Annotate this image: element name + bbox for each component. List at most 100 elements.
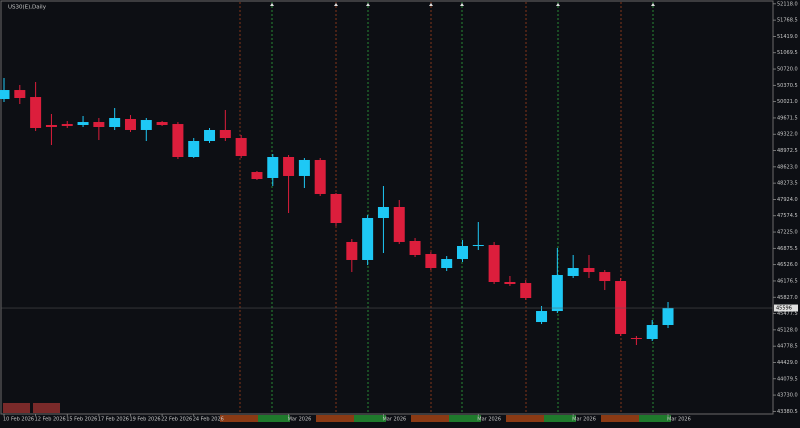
candle-body	[567, 268, 579, 276]
candle-body	[393, 207, 405, 242]
candle-body	[472, 245, 484, 247]
event-arrow	[334, 3, 338, 6]
x-tick-label: 17 Feb 2026	[98, 417, 129, 423]
candle-body	[109, 118, 121, 128]
candle-body	[520, 283, 532, 298]
y-tick-label: 50720.0	[777, 67, 798, 73]
event-time-label	[258, 415, 290, 422]
event-arrow	[429, 3, 433, 6]
candle-body	[314, 159, 326, 194]
y-tick-label: 45827.0	[777, 295, 798, 301]
x-tick-label: 22 Feb 2026	[161, 417, 192, 423]
candle-body	[267, 156, 279, 178]
candle-body	[662, 308, 674, 326]
event-arrow	[366, 3, 370, 6]
candle-body	[441, 259, 453, 269]
y-tick-label: 43730.0	[777, 393, 798, 399]
y-tick-label: 49671.5	[777, 115, 798, 121]
x-tick-label: 24 Feb 2026	[193, 417, 224, 423]
y-tick-label: 46176.5	[777, 278, 798, 284]
current-price-box	[774, 304, 798, 312]
y-tick-label: 47225.0	[777, 230, 798, 236]
candle-body	[646, 325, 658, 339]
y-tick-label: 50021.0	[777, 99, 798, 105]
toolbar-button[interactable]	[33, 403, 60, 413]
y-tick-label: 44429.0	[777, 360, 798, 366]
event-time-label	[411, 415, 449, 422]
event-arrow	[270, 3, 274, 6]
y-tick-label: 50370.5	[777, 83, 798, 89]
candle-body	[504, 282, 516, 285]
y-tick-label: 49322.0	[777, 132, 798, 138]
event-time-label	[506, 415, 544, 422]
candle-body	[362, 218, 374, 260]
y-tick-label: 44778.5	[777, 344, 798, 350]
candle-body	[30, 97, 42, 128]
y-tick-label: 52118.0	[777, 1, 798, 7]
x-tick-label: Mar 2026	[382, 417, 406, 423]
candle-body	[219, 129, 231, 139]
candle-body	[77, 122, 89, 126]
candle-body	[377, 207, 389, 219]
candle-body	[124, 118, 136, 130]
candle-body	[425, 254, 437, 269]
x-tick-label: Mar 2026	[477, 417, 501, 423]
y-tick-label: 48623.0	[777, 164, 798, 170]
y-tick-label: 51768.5	[777, 18, 798, 24]
plot-frame	[0, 0, 774, 415]
event-arrow	[556, 3, 560, 6]
y-tick-label: 47574.5	[777, 213, 798, 219]
candle-body	[235, 138, 247, 157]
candle-body	[283, 156, 295, 176]
candle-body	[488, 245, 500, 283]
candle-body	[93, 122, 105, 128]
x-tick-label: 10 Feb 2026	[3, 417, 34, 423]
candle-body	[346, 241, 358, 260]
candle-body	[0, 90, 10, 100]
x-tick-label: 12 Feb 2026	[35, 417, 66, 423]
candle-body	[251, 172, 263, 180]
y-tick-label: 47924.0	[777, 197, 798, 203]
x-tick-label: 19 Feb 2026	[129, 417, 160, 423]
y-tick-label: 46875.5	[777, 246, 798, 252]
event-time-labels	[220, 415, 671, 422]
x-tick-label: Mar 2026	[288, 417, 312, 423]
y-tick-label: 51419.0	[777, 34, 798, 40]
event-arrow	[460, 3, 464, 6]
candle-body	[583, 268, 595, 273]
event-time-label	[316, 415, 354, 422]
event-time-label	[639, 415, 671, 422]
candle-body	[204, 129, 216, 142]
candle-body	[551, 275, 563, 312]
candle-body	[156, 122, 168, 126]
candle-body	[45, 125, 57, 128]
event-arrow	[651, 3, 655, 6]
x-tick-label: 15 Feb 2026	[66, 417, 97, 423]
event-time-label	[449, 415, 481, 422]
candle-body	[172, 124, 184, 157]
y-tick-label: 48273.5	[777, 181, 798, 187]
candle-body	[188, 141, 200, 157]
y-tick-label: 44079.5	[777, 376, 798, 382]
y-tick-label: 46526.0	[777, 262, 798, 268]
event-time-label	[601, 415, 639, 422]
candle-body	[536, 311, 548, 323]
y-tick-label: 45477.5	[777, 311, 798, 317]
chart-title: US30(E),Daily	[8, 5, 47, 11]
candle-body	[330, 193, 342, 223]
candle-body	[14, 90, 26, 98]
event-time-label	[220, 415, 258, 422]
candle-body	[599, 272, 611, 282]
current-price-label: 45596	[776, 306, 792, 312]
y-tick-label: 51069.5	[777, 50, 798, 56]
candle-body	[140, 120, 152, 130]
y-tick-label: 45128.0	[777, 327, 798, 333]
toolbar-button[interactable]	[3, 403, 30, 413]
event-time-label	[354, 415, 386, 422]
event-arrows	[270, 3, 655, 6]
candle-body	[630, 338, 642, 340]
candle-body	[615, 281, 627, 335]
y-tick-label: 43380.5	[777, 409, 798, 415]
x-tick-label: Mar 2026	[667, 417, 691, 423]
